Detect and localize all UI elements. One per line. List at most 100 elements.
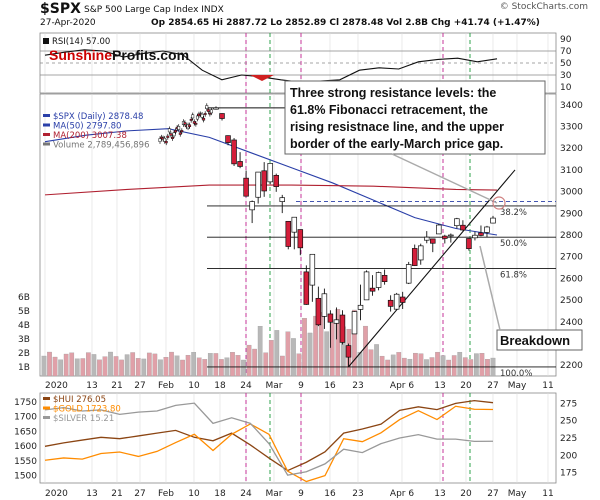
candle-body — [180, 130, 184, 133]
provider-credit: © StockCharts.com — [499, 2, 588, 12]
price-x-tick: 27 — [134, 381, 145, 391]
metals-x-tick: 27 — [134, 489, 145, 499]
fib-level-label: 61.8% — [500, 270, 527, 280]
metals-x-tick: Apr 6 — [390, 489, 414, 499]
volume-bar — [291, 338, 296, 377]
metals-x-tick: 11 — [542, 489, 553, 499]
gold-tick: 1650 — [14, 427, 37, 437]
candle-body — [188, 124, 192, 127]
volume-tick: 4B — [18, 321, 30, 331]
volume-bar — [479, 353, 485, 377]
volume-bar — [329, 322, 335, 377]
candle-body — [200, 113, 204, 118]
volume-bar — [74, 358, 80, 377]
volume-bar — [274, 330, 280, 377]
volume-bar — [307, 332, 313, 377]
volume-bar — [457, 351, 463, 377]
candle-body — [167, 128, 171, 133]
rsi-tick: 10 — [560, 83, 572, 93]
volume-bar — [97, 359, 102, 377]
volume-bar — [268, 340, 274, 377]
volume-bar — [80, 358, 86, 377]
candle-body — [315, 297, 322, 326]
symbol: $SPX — [40, 1, 81, 17]
volume-bar — [102, 356, 108, 377]
candle-body — [345, 345, 352, 358]
candle-body — [163, 137, 167, 142]
volume-bar — [163, 357, 169, 377]
price-tick: 3000 — [560, 188, 583, 198]
price-legend-item: $SPX (Daily) 2878.48 — [43, 112, 143, 122]
volume-bar — [302, 318, 307, 377]
price-legend-swatch — [43, 133, 50, 136]
candle-body — [208, 112, 212, 115]
candle-body — [303, 271, 310, 305]
candle-body — [387, 299, 394, 307]
candle-body — [472, 234, 478, 239]
volume-bar — [252, 348, 257, 377]
volume-bar — [185, 354, 191, 377]
hui-tick: 175 — [560, 469, 577, 479]
chart-header: $SPX S&P 500 Large Cap Index INDX 27-Apr… — [0, 0, 600, 32]
price-x-tick: 16 — [324, 381, 336, 391]
candle-body — [177, 126, 181, 130]
price-tick: 2500 — [560, 296, 583, 306]
candle-body — [237, 161, 243, 167]
volume-tick: 6B — [18, 293, 30, 303]
candle-body — [171, 136, 174, 139]
volume-tick: 5B — [18, 307, 30, 317]
volume-bar — [219, 359, 224, 377]
volume-bar — [91, 354, 97, 377]
candle-body — [174, 130, 178, 133]
gold-tick: 1700 — [14, 413, 37, 423]
candle-body — [285, 220, 292, 247]
volume-bar — [169, 351, 174, 377]
metals-x-tick: 13 — [434, 489, 445, 499]
rsi-legend: RSI(14) 57.00 — [43, 37, 110, 47]
volume-bar — [191, 352, 197, 377]
price-tick: 3400 — [560, 101, 583, 111]
metals-x-tick: 20 — [460, 489, 472, 499]
candle-body — [191, 114, 195, 119]
volume-bar — [124, 354, 130, 377]
candle-body — [206, 109, 210, 112]
candle-body — [279, 197, 285, 202]
volume-bar — [357, 352, 363, 377]
price-x-tick: Feb — [158, 381, 174, 391]
volume-bar — [202, 359, 208, 377]
metals-series — [44, 399, 494, 483]
volume-bar — [374, 344, 379, 377]
price-tick: 2400 — [560, 318, 583, 328]
candle-body — [327, 313, 334, 323]
metals-x-tick: 23 — [352, 489, 363, 499]
quote-line: Op 2854.65 Hi 2887.72 Lo 2852.89 Cl 2878… — [151, 18, 540, 28]
candle-body — [231, 139, 237, 165]
volume-bar — [113, 356, 119, 377]
candle-body — [369, 287, 376, 292]
price-tick: 2800 — [560, 231, 583, 241]
candle-body — [219, 113, 225, 119]
candle-body — [192, 121, 196, 124]
candle-body — [169, 133, 173, 136]
candle-body — [213, 107, 219, 110]
candle-body — [454, 218, 460, 227]
price-x-tick: 13 — [434, 381, 445, 391]
candle-body — [351, 311, 358, 335]
annotation-box — [284, 80, 546, 155]
axis-labels: 1030507090220023002400250026002700280029… — [14, 35, 583, 499]
candle-body — [261, 170, 267, 192]
annotation-text: Three strong resistance levels: the 61.8%… — [290, 86, 504, 151]
breakdown-pointer — [479, 245, 501, 331]
volume-bar — [52, 356, 58, 377]
price-tick: 2900 — [560, 209, 583, 219]
series-line-hui — [44, 399, 494, 472]
candle-body — [225, 135, 231, 143]
volume-bar — [263, 352, 269, 377]
metals-x-tick: 16 — [324, 489, 336, 499]
candle-body — [405, 264, 412, 284]
metals-x-tick: May — [508, 489, 527, 499]
volume-bar — [119, 359, 124, 377]
price-x-tick: 9 — [298, 381, 304, 391]
price-legend-text: MA(200) 3007.38 — [53, 131, 127, 141]
volume-bar — [440, 355, 446, 377]
